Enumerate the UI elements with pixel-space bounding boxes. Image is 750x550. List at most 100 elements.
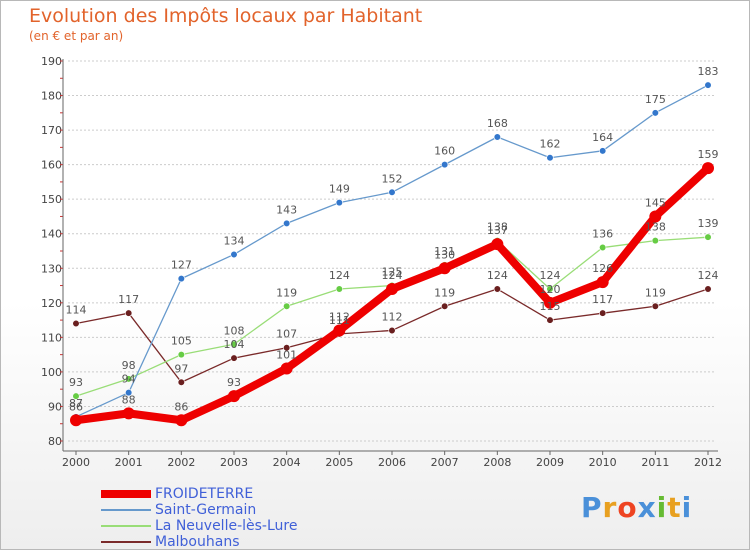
data-label: 86 — [174, 400, 188, 413]
data-point — [175, 414, 188, 427]
legend-swatch — [101, 525, 151, 527]
data-point — [283, 302, 291, 310]
data-point — [335, 285, 343, 293]
data-label: 162 — [540, 138, 561, 151]
data-label: 117 — [592, 293, 613, 306]
logo-letter: t — [667, 491, 682, 524]
data-point — [544, 296, 556, 309]
logo-letter: P — [581, 491, 603, 524]
data-point — [125, 309, 133, 317]
data-point — [704, 81, 712, 89]
data-point — [177, 378, 185, 386]
y-tick-label: 150 — [41, 193, 62, 206]
x-tick-label: 2008 — [483, 456, 511, 469]
x-tick-label: 2004 — [273, 456, 301, 469]
series-malbouhans — [72, 285, 712, 386]
y-tick-label: 180 — [41, 90, 62, 103]
data-point — [596, 276, 609, 289]
legend-label: La Neuvelle-lès-Lure — [155, 518, 298, 534]
x-tick-label: 2012 — [694, 456, 722, 469]
data-label: 112 — [382, 310, 403, 323]
x-tick-label: 2002 — [167, 456, 195, 469]
y-tick-label: 160 — [41, 159, 62, 172]
data-point — [649, 210, 662, 223]
data-point — [651, 109, 659, 117]
series-saint-germain — [72, 81, 712, 421]
data-label: 104 — [224, 338, 245, 351]
y-tick-label: 120 — [41, 297, 62, 310]
data-label: 120 — [540, 283, 561, 296]
logo-letter: x — [637, 491, 657, 524]
logo-letter: r — [602, 491, 618, 524]
data-point — [651, 302, 659, 310]
legend-label: Saint-Germain — [155, 502, 257, 518]
data-point — [283, 344, 291, 352]
data-label: 134 — [224, 234, 245, 247]
legend-swatch — [101, 509, 151, 511]
data-point — [651, 237, 659, 245]
data-point — [125, 389, 133, 397]
data-label: 124 — [382, 269, 403, 282]
y-tick-label: 90 — [48, 400, 62, 413]
legend-swatch — [101, 541, 151, 543]
data-label: 86 — [69, 400, 83, 413]
data-point — [546, 285, 554, 293]
data-point — [599, 243, 607, 252]
y-tick-label: 130 — [41, 262, 62, 275]
data-label: 108 — [224, 324, 245, 337]
data-label: 93 — [69, 376, 83, 389]
data-label: 105 — [171, 335, 192, 348]
data-label: 138 — [487, 221, 508, 234]
data-label: 139 — [698, 217, 719, 230]
data-label: 115 — [540, 300, 561, 313]
data-point — [230, 250, 238, 259]
data-label: 183 — [698, 65, 719, 78]
data-point — [177, 275, 185, 283]
data-label: 124 — [487, 269, 508, 282]
data-point — [70, 414, 82, 427]
data-label: 87 — [69, 397, 83, 410]
data-point — [388, 326, 396, 335]
data-label: 112 — [329, 310, 350, 323]
data-point — [333, 324, 346, 337]
x-tick-label: 2010 — [589, 456, 617, 469]
data-point — [72, 319, 80, 328]
data-label: 119 — [276, 286, 297, 299]
series-line — [75, 84, 709, 418]
data-label: 93 — [227, 376, 241, 389]
data-label: 138 — [645, 221, 666, 234]
data-point — [441, 302, 449, 310]
data-label: 175 — [645, 93, 666, 106]
data-point — [388, 188, 396, 196]
y-tick-label: 170 — [41, 124, 62, 137]
data-label: 124 — [698, 269, 719, 282]
data-point — [230, 354, 238, 362]
y-tick-label: 80 — [48, 435, 62, 448]
data-point — [122, 407, 135, 420]
data-label: 136 — [592, 228, 613, 241]
legend-swatch — [101, 490, 151, 498]
y-tick-label: 140 — [41, 228, 62, 241]
x-tick-label: 2001 — [115, 456, 143, 469]
proxiti-logo: Proxiti — [581, 491, 692, 524]
data-label: 94 — [122, 373, 136, 386]
data-point — [704, 285, 712, 293]
chart-subtitle: (en € et par an) — [29, 29, 124, 43]
data-label: 143 — [276, 203, 297, 216]
data-point — [335, 199, 343, 207]
y-tick-label: 190 — [41, 55, 62, 68]
data-point — [72, 392, 80, 400]
data-label: 111 — [329, 314, 350, 327]
data-label: 114 — [66, 304, 87, 317]
data-label: 126 — [592, 262, 613, 275]
data-label: 127 — [171, 259, 192, 272]
data-label: 125 — [382, 266, 403, 279]
data-point — [546, 316, 554, 324]
x-tick-label: 2009 — [536, 456, 564, 469]
x-tick-label: 2006 — [378, 456, 406, 469]
x-tick-label: 2007 — [431, 456, 459, 469]
logo-letter: i — [656, 491, 668, 524]
data-point — [228, 390, 240, 403]
